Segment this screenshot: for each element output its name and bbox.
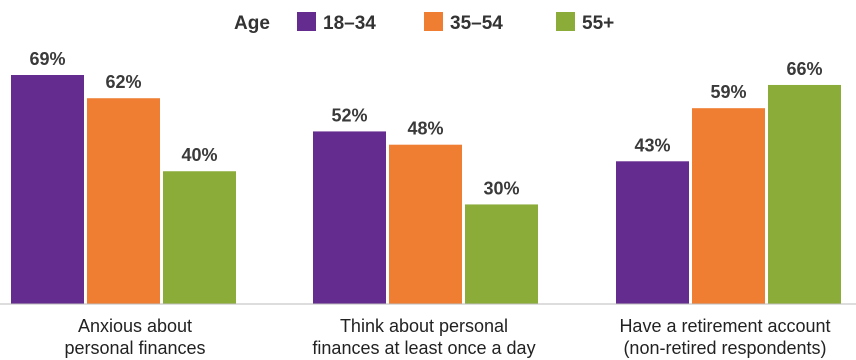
bar-group-1: 69% 62% 40%: [11, 49, 236, 305]
bar-value-label: 52%: [331, 105, 367, 125]
bar: [11, 75, 84, 304]
category-label-line: personal finances: [64, 338, 205, 358]
bar-value-label: 69%: [29, 49, 65, 69]
bar-group-2: 52% 48% 30%: [313, 105, 538, 304]
category-labels: Anxious about personal finances Think abou…: [64, 316, 830, 358]
bar: [465, 204, 538, 304]
bar-value-label: 66%: [786, 59, 822, 79]
bar-value-label: 30%: [483, 178, 519, 198]
bar: [389, 144, 462, 304]
bar: [768, 84, 841, 305]
legend-label-2: 35–54: [450, 13, 503, 34]
legend-swatch-3: [556, 12, 575, 31]
category-label: Think about personal finances at least on…: [312, 316, 535, 358]
category-label-line: Have a retirement account: [619, 316, 830, 336]
bar-value-label: 43%: [634, 135, 670, 155]
legend-swatch-1: [297, 12, 316, 31]
bar: [692, 108, 765, 304]
legend-label-1: 18–34: [323, 13, 376, 34]
bar-value-label: 48%: [407, 119, 443, 139]
bar-value-label: 59%: [710, 82, 746, 102]
category-label-line: Anxious about: [78, 316, 192, 336]
bar: [313, 131, 386, 304]
legend-title: Age: [234, 13, 270, 34]
category-label: Anxious about personal finances: [64, 316, 205, 358]
bar: [87, 98, 160, 305]
chart-legend: Age 18–34 35–54 55+: [234, 12, 614, 34]
category-label: Have a retirement account (non-retired re…: [619, 316, 830, 358]
category-label-line: (non-retired respondents): [623, 338, 826, 358]
legend-swatch-2: [424, 12, 443, 31]
legend-label-3: 55+: [582, 13, 614, 34]
bar-groups: 69% 62% 40% 52% 48% 30% 43% 59% 66%: [11, 49, 841, 305]
bar-value-label: 62%: [105, 72, 141, 92]
bar: [616, 161, 689, 304]
bar-group-3: 43% 59% 66%: [616, 59, 841, 305]
bar-value-label: 40%: [181, 145, 217, 165]
category-label-line: finances at least once a day: [312, 338, 535, 358]
category-label-line: Think about personal: [340, 316, 508, 336]
bar: [163, 171, 236, 304]
